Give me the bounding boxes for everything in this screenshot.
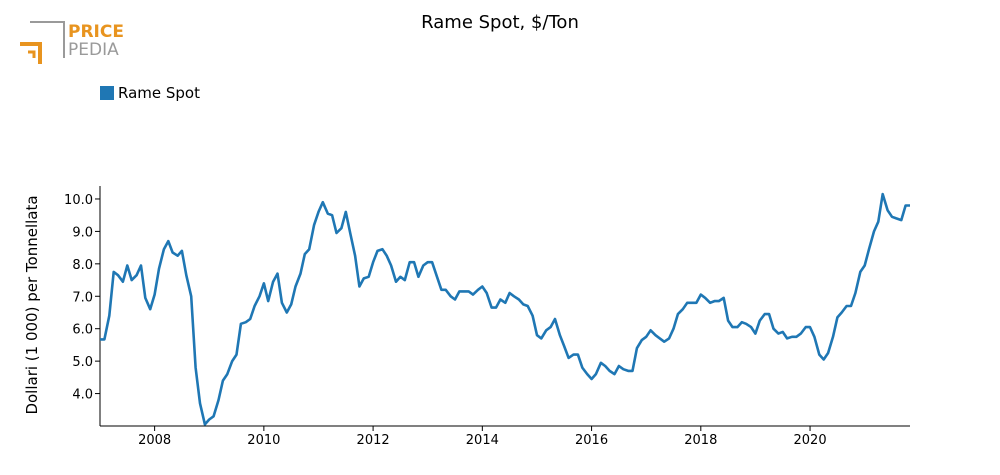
legend-swatch: [100, 86, 114, 100]
x-tick-label: 2020: [794, 433, 827, 448]
y-tick-label: 9.0: [72, 225, 93, 240]
chart-title: Rame Spot, $/Ton: [421, 12, 579, 33]
logo-orange-bracket: [20, 42, 42, 64]
y-tick-label: 5.0: [72, 355, 93, 370]
logo-orange-bracket-inner: [28, 50, 36, 58]
pricepedia-logo: PRICE PEDIA: [18, 18, 128, 68]
x-tick-label: 2018: [684, 433, 717, 448]
series-line-rame-spot: [100, 192, 910, 426]
x-tick-label: 2008: [138, 433, 171, 448]
x-tick-label: 2016: [575, 433, 608, 448]
y-tick-label: 8.0: [72, 258, 93, 273]
ticks: 4.0 5.0 6.0 7.0 8.0 9.0 10.0 2008 2010 2012 2014 20…: [64, 193, 827, 448]
logo-text-pedia: PEDIA: [68, 40, 119, 60]
y-tick-label: 7.0: [72, 290, 93, 305]
x-tick-label: 2014: [466, 433, 499, 448]
y-tick-label: 4.0: [72, 388, 93, 403]
legend-label: Rame Spot: [118, 84, 200, 102]
y-tick-label: 10.0: [64, 193, 93, 208]
x-tick-label: 2010: [247, 433, 280, 448]
y-tick-label: 6.0: [72, 323, 93, 338]
x-tick-label: 2012: [357, 433, 390, 448]
axes: [99, 186, 910, 427]
logo-text-price: PRICE: [68, 22, 124, 42]
pricepedia-logo-mark: PRICE PEDIA: [20, 21, 124, 64]
legend: Rame Spot: [100, 84, 200, 102]
logo-gray-bracket: [30, 21, 65, 58]
y-axis-label: Dollari (1 000) per Tonnellata: [23, 195, 41, 414]
